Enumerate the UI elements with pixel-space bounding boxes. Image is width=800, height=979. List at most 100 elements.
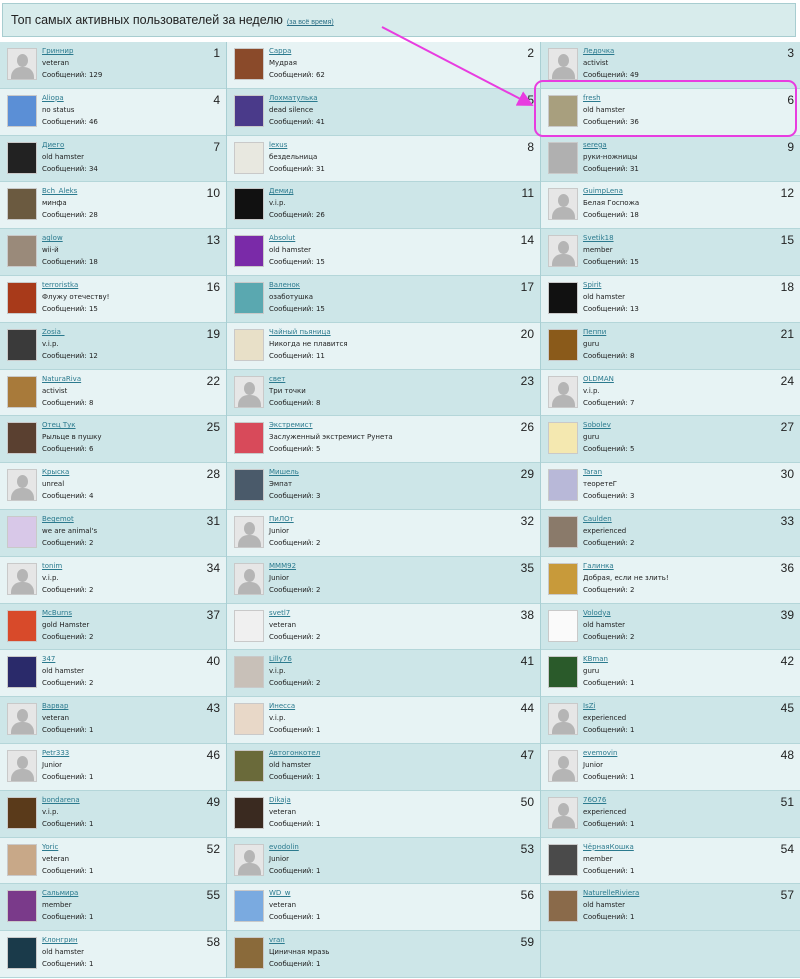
username-link[interactable]: Svetik18 [583,234,614,243]
avatar[interactable] [234,422,264,455]
avatar[interactable] [548,469,578,502]
avatar[interactable] [234,469,264,502]
avatar[interactable] [7,375,37,408]
avatar[interactable] [234,235,264,268]
username-link[interactable]: Caulden [583,514,612,523]
username-link[interactable]: Демид [269,187,294,196]
avatar[interactable] [548,515,578,548]
username-link[interactable]: NaturaRiva [42,374,82,383]
avatar[interactable] [7,328,37,361]
username-link[interactable]: serega [583,140,607,149]
default-avatar-icon[interactable] [7,469,37,502]
avatar[interactable] [234,48,264,80]
avatar[interactable] [548,281,578,314]
username-link[interactable]: Мишель [269,468,299,477]
avatar[interactable] [548,422,578,455]
avatar[interactable] [548,656,578,689]
default-avatar-icon[interactable] [548,188,578,221]
avatar[interactable] [7,656,37,689]
username-link[interactable]: Aliopa [42,93,64,102]
username-link[interactable]: WD_w [269,889,291,898]
default-avatar-icon[interactable] [548,375,578,408]
default-avatar-icon[interactable] [548,796,578,829]
username-link[interactable]: aglow [42,234,63,243]
avatar[interactable] [234,796,264,829]
avatar[interactable] [548,843,578,876]
username-link[interactable]: Volodya [583,608,611,617]
default-avatar-icon[interactable] [7,749,37,782]
username-link[interactable]: Крыска [42,468,70,477]
avatar[interactable] [548,562,578,595]
username-link[interactable]: Отец Тук [42,421,76,430]
username-link[interactable]: Sobolev [583,421,611,430]
avatar[interactable] [234,937,264,970]
username-link[interactable]: Taran [583,468,603,477]
username-link[interactable]: 76O76 [583,795,607,804]
default-avatar-icon[interactable] [234,562,264,595]
avatar[interactable] [7,281,37,314]
username-link[interactable]: Bch_Aleks [42,187,78,196]
username-link[interactable]: OLDMAN [583,374,614,383]
avatar[interactable] [548,609,578,642]
avatar[interactable] [7,890,37,923]
username-link[interactable]: Begemot [42,514,74,523]
avatar[interactable] [234,609,264,642]
username-link[interactable]: terroristka [42,280,79,289]
avatar[interactable] [7,188,37,221]
username-link[interactable]: Lilly76 [269,655,292,664]
avatar[interactable] [7,422,37,455]
avatar[interactable] [7,141,37,174]
username-link[interactable]: Автогонкотел [269,748,321,757]
username-link[interactable]: ЧёрнаяКошка [583,842,634,851]
avatar[interactable] [7,235,37,268]
username-link[interactable]: tonim [42,561,63,570]
username-link[interactable]: McBurns [42,608,72,617]
username-link[interactable]: Экстремист [269,421,313,430]
username-link[interactable]: Сальмира [42,889,79,898]
default-avatar-icon[interactable] [234,843,264,876]
avatar[interactable] [548,141,578,174]
username-link[interactable]: KBman [583,655,608,664]
default-avatar-icon[interactable] [7,703,37,736]
default-avatar-icon[interactable] [7,48,37,80]
username-link[interactable]: ПиЛОт [269,514,294,523]
default-avatar-icon[interactable] [548,235,578,268]
avatar[interactable] [7,609,37,642]
username-link[interactable]: Галинка [583,561,614,570]
default-avatar-icon[interactable] [7,562,37,595]
username-link[interactable]: Absolut [269,234,296,243]
avatar[interactable] [548,94,578,127]
avatar[interactable] [234,749,264,782]
default-avatar-icon[interactable] [548,48,578,80]
default-avatar-icon[interactable] [548,749,578,782]
avatar[interactable] [234,281,264,314]
username-link[interactable]: Клонгрин [42,936,78,945]
default-avatar-icon[interactable] [234,375,264,408]
avatar[interactable] [234,656,264,689]
username-link[interactable]: fresh [583,93,601,102]
username-link[interactable]: 347 [42,655,56,664]
avatar[interactable] [234,141,264,174]
avatar[interactable] [7,94,37,127]
username-link[interactable]: IsZi [583,702,596,711]
all-time-link[interactable]: (за всё время) [286,19,334,26]
avatar[interactable] [548,890,578,923]
username-link[interactable]: Инесса [269,702,296,711]
username-link[interactable]: свет [269,374,286,383]
username-link[interactable]: vran [269,936,285,945]
avatar[interactable] [234,328,264,361]
username-link[interactable]: bondarena [42,795,80,804]
avatar[interactable] [7,937,37,970]
avatar[interactable] [234,890,264,923]
username-link[interactable]: Spirit [583,280,602,289]
avatar[interactable] [234,188,264,221]
username-link[interactable]: Варвар [42,702,69,711]
username-link[interactable]: NaturelleRiviera [583,889,640,898]
username-link[interactable]: MMM92 [269,561,297,570]
username-link[interactable]: evemovin [583,748,618,757]
avatar[interactable] [548,328,578,361]
username-link[interactable]: Dikaja [269,795,291,804]
username-link[interactable]: Ледочка [583,47,615,55]
default-avatar-icon[interactable] [548,703,578,736]
username-link[interactable]: Yoric [42,842,59,851]
